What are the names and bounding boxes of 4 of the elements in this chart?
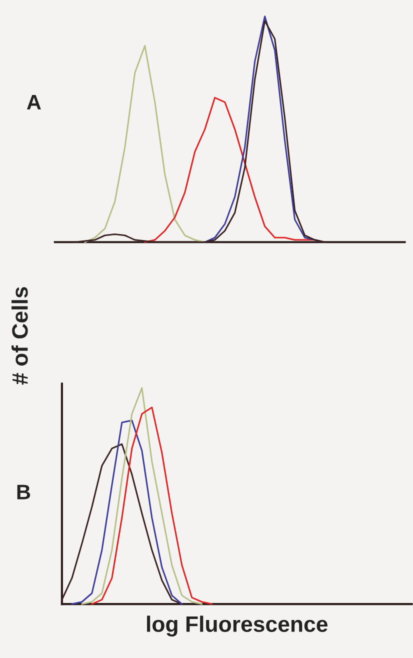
x-axis-title: log Fluorescence — [147, 616, 328, 636]
text: A — [26, 95, 41, 110]
y-axis-title: # of Cells — [12, 287, 28, 385]
text: B — [17, 484, 30, 500]
